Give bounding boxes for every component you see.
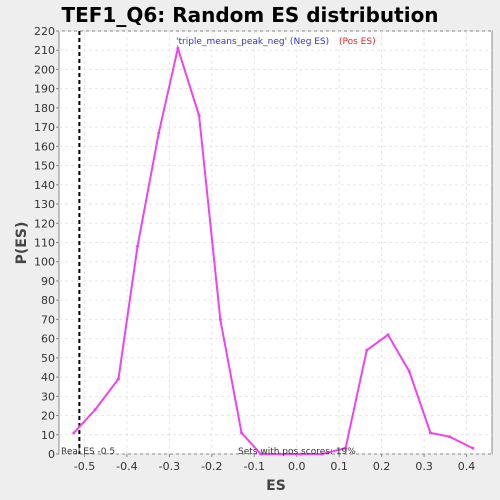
data-point: [136, 244, 140, 248]
data-point: [344, 446, 348, 450]
data-point: [278, 452, 282, 456]
data-point: [448, 435, 452, 439]
y-tick-label: 170: [34, 121, 55, 134]
series-group: [72, 44, 475, 456]
data-point: [386, 333, 390, 337]
y-tick-label: 20: [41, 410, 55, 423]
y-tick-label: 110: [34, 237, 55, 250]
y-tick-label: 180: [34, 102, 55, 115]
data-point: [218, 317, 222, 321]
y-tick-label: 30: [41, 390, 55, 403]
y-tick-label: 90: [41, 275, 55, 288]
data-point: [299, 452, 303, 456]
real-es-label: Real ES -0.5: [61, 447, 115, 457]
y-tick-label: 10: [41, 429, 55, 442]
y-tick-label: 210: [34, 44, 55, 57]
y-tick-label: 120: [34, 217, 55, 230]
y-tick-label: 100: [34, 256, 55, 269]
data-point: [471, 446, 475, 450]
y-tick-label: 40: [41, 371, 55, 384]
x-axis-ticks: -0.5 -0.4 -0.3 -0.2 -0.1 0.0 0.1 0.2 0.3 0.4: [74, 454, 476, 473]
data-point: [320, 452, 324, 456]
data-point: [428, 431, 432, 435]
series-line: [73, 44, 474, 455]
data-point: [116, 377, 120, 381]
legend-pos-label: (Pos ES): [339, 37, 376, 47]
y-tick-label: 220: [34, 25, 55, 38]
x-tick-label: -0.4: [116, 460, 137, 473]
data-point: [176, 46, 180, 50]
y-tick-label: 140: [34, 179, 55, 192]
x-tick-label: -0.5: [74, 460, 95, 473]
y-tick-label: 50: [41, 352, 55, 365]
data-point: [259, 452, 263, 456]
y-tick-label: 190: [34, 83, 55, 96]
x-tick-label: -0.3: [159, 460, 180, 473]
chart-title: TEF1_Q6: Random ES distribution: [61, 3, 438, 27]
y-tick-label: 160: [34, 140, 55, 153]
y-tick-label: 130: [34, 198, 55, 211]
data-point: [72, 431, 76, 435]
y-tick-label: 60: [41, 333, 55, 346]
data-point: [197, 114, 201, 118]
x-axis-label: ES: [266, 478, 286, 494]
data-point: [407, 369, 411, 373]
x-tick-label: 0.4: [458, 460, 476, 473]
x-tick-label: 0.1: [330, 460, 348, 473]
y-tick-label: 200: [34, 63, 55, 76]
data-point: [240, 431, 244, 435]
y-axis-label: P(ES): [14, 222, 30, 265]
y-axis-ticks: 0 10 20 30 40 50 60 70 80 90 100 110 120 130 140 150 160…: [34, 25, 59, 461]
y-tick-label: 70: [41, 313, 55, 326]
data-point: [365, 348, 369, 352]
data-point: [93, 408, 97, 412]
data-point: [157, 131, 161, 135]
pos-scores-label: Sets with pos scores: 19%: [238, 447, 356, 457]
y-tick-label: 0: [48, 448, 55, 461]
x-tick-label: 0.0: [288, 460, 306, 473]
y-tick-label: 150: [34, 160, 55, 173]
legend-neg-label: 'triple_means_peak_neg' (Neg ES): [176, 37, 329, 47]
y-tick-label: 80: [41, 294, 55, 307]
x-tick-label: -0.1: [244, 460, 265, 473]
x-tick-label: -0.2: [201, 460, 222, 473]
gridlines: [59, 30, 492, 455]
x-tick-label: 0.2: [373, 460, 391, 473]
x-tick-label: 0.3: [415, 460, 433, 473]
